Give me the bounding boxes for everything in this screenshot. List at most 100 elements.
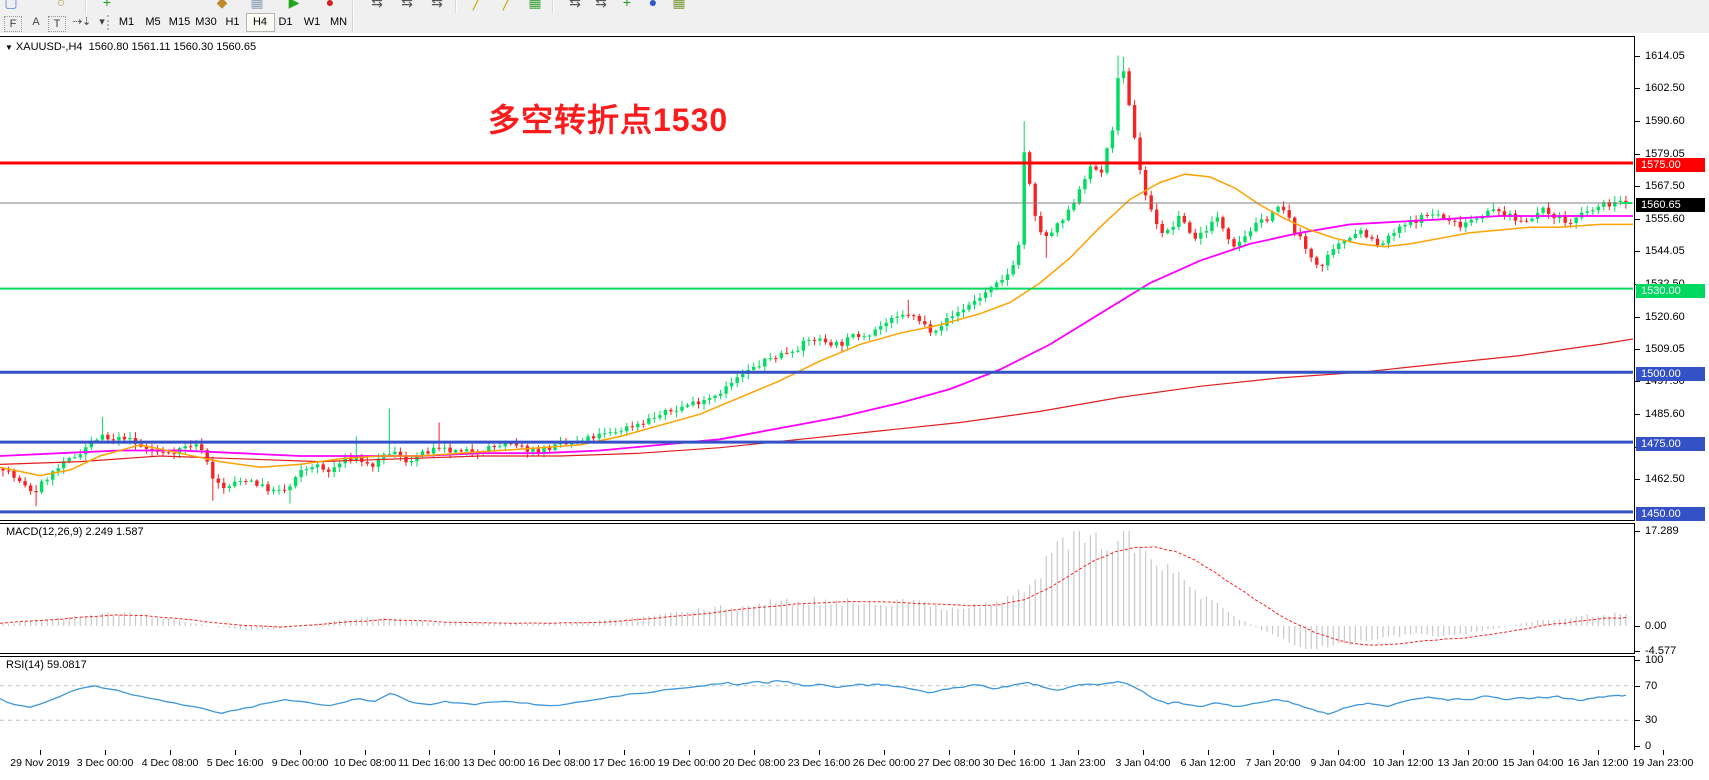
time-axis-label: 19 Dec 00:00 <box>657 757 721 769</box>
text-icon[interactable]: A <box>32 16 40 28</box>
timeframe-button-h4[interactable]: H4 <box>245 13 275 32</box>
axis-tick-mark <box>1635 88 1640 90</box>
time-tick-mark <box>494 750 495 755</box>
axis-tick-mark <box>1635 531 1640 532</box>
expert-advisor-icon[interactable]: ◆ <box>216 0 228 10</box>
axis-tick-label: 1509.05 <box>1645 343 1685 356</box>
text-label-icon[interactable]: T <box>48 16 66 32</box>
timeframe-button-w1[interactable]: W1 <box>303 16 321 28</box>
timeframe-button-h1[interactable]: H1 <box>225 16 240 28</box>
axis-tick-mark <box>1635 185 1640 187</box>
timeframe-button-m30[interactable]: M30 <box>195 16 217 28</box>
indicators-icon[interactable]: ▦ <box>528 0 542 10</box>
axis-tick-mark <box>1635 56 1640 57</box>
rsi-indicator-panel[interactable]: RSI(14) 59.0817 <box>0 656 1635 751</box>
new-order-icon[interactable]: + <box>102 0 112 10</box>
autoscroll-icon[interactable]: ⇆ <box>371 0 383 10</box>
axis-tick-mark <box>1635 626 1640 627</box>
time-axis-label: 13 Jan 20:00 <box>1437 757 1499 769</box>
time-axis-label: 4 Dec 08:00 <box>141 757 199 769</box>
chevron-down-icon[interactable]: ▼ <box>5 43 13 52</box>
toolbar-separator <box>352 0 354 13</box>
arrows-tool-icon[interactable]: ⇢⇣ <box>72 16 92 28</box>
time-axis-label: 17 Dec 16:00 <box>592 757 656 769</box>
timeframe-button-m5[interactable]: M5 <box>145 16 161 28</box>
candlestick-chart[interactable] <box>0 37 1633 518</box>
toolbar-drag-handle[interactable] <box>107 15 112 30</box>
price-level-badge: 1575.00 <box>1636 157 1705 172</box>
chart-box-icon[interactable]: ▦ <box>250 0 264 10</box>
time-tick-mark <box>105 750 106 755</box>
time-axis-label: 15 Jan 04:00 <box>1502 757 1564 769</box>
arrange-windows-icon[interactable]: ⇆ <box>431 0 443 10</box>
grid-icon[interactable]: ▦ <box>672 0 686 10</box>
time-axis-label: 26 Dec 00:00 <box>852 757 916 769</box>
fibonacci-icon[interactable]: F <box>4 16 22 32</box>
price-axis[interactable]: 1614.05 1602.50 1590.60 1579.05 1567.50 1555.… <box>1635 33 1709 780</box>
axis-tick-label: 0.00 <box>1645 620 1667 632</box>
time-axis-label: 6 Jan 12:00 <box>1180 757 1236 769</box>
time-tick-mark <box>1208 750 1209 755</box>
play-icon[interactable]: ▶ <box>288 0 300 10</box>
axis-tick-label: 100 <box>1645 654 1664 666</box>
symbol-label: ▼ XAUUSD-,H4 1560.80 1561.11 1560.30 1560… <box>5 41 256 53</box>
macd-label: MACD(12,26,9) 2.249 1.587 <box>6 526 144 538</box>
zoom-out-icon[interactable]: ⇆ <box>569 0 581 10</box>
axis-tick-label: 1602.50 <box>1645 82 1685 95</box>
draw-line-icon[interactable]: ╱ <box>502 0 512 10</box>
chart-annotation-text: 多空转折点1530 <box>488 102 729 138</box>
axis-tick-mark <box>1635 478 1640 480</box>
time-tick-mark <box>754 750 755 755</box>
time-tick-mark <box>1598 750 1599 755</box>
time-tick-mark <box>300 750 301 755</box>
time-tick-mark <box>1403 750 1404 755</box>
chart-shift-icon[interactable]: ⇆ <box>401 0 413 10</box>
axis-tick-mark <box>1635 349 1640 351</box>
time-axis-label: 7 Jan 20:00 <box>1245 757 1301 769</box>
time-tick-mark <box>1273 750 1274 755</box>
toolbar-separator <box>455 0 457 13</box>
time-tick-mark <box>235 750 236 755</box>
time-axis-label: 16 Dec 08:00 <box>527 757 591 769</box>
axis-tick-mark <box>1635 660 1640 661</box>
time-tick-mark <box>819 750 820 755</box>
time-axis[interactable]: 29 Nov 2019 3 Dec 00:00 4 Dec 08:00 5 Dec 1… <box>0 750 1709 780</box>
axis-tick-label: 1462.50 <box>1645 472 1685 485</box>
price-level-badge: 1530.00 <box>1636 283 1705 298</box>
axis-tick-mark <box>1635 720 1640 722</box>
add-indicator-icon[interactable]: + <box>622 0 632 10</box>
time-axis-label: 27 Dec 08:00 <box>917 757 981 769</box>
timeframe-button-m1[interactable]: M1 <box>118 16 135 28</box>
zoom-in-icon[interactable]: ⇆ <box>595 0 607 10</box>
axis-tick-label: 1485.60 <box>1645 408 1685 421</box>
time-tick-mark <box>1663 750 1664 755</box>
time-tick-mark <box>884 750 885 755</box>
rsi-chart[interactable] <box>0 657 1633 748</box>
axis-tick-mark <box>1635 685 1640 687</box>
help-icon[interactable]: ● <box>648 0 658 10</box>
time-axis-label: 1 Jan 23:00 <box>1050 757 1106 769</box>
price-chart-panel[interactable]: ▼ XAUUSD-,H4 1560.80 1561.11 1560.30 1560… <box>0 36 1635 521</box>
stop-icon[interactable]: ● <box>325 0 335 10</box>
rsi-label: RSI(14) 59.0817 <box>6 659 87 671</box>
time-tick-mark <box>1468 750 1469 755</box>
time-tick-mark <box>1143 750 1144 755</box>
macd-indicator-panel[interactable]: MACD(12,26,9) 2.249 1.587 <box>0 523 1635 654</box>
magnifier-icon[interactable]: ○ <box>56 0 66 10</box>
price-level-badge: 1560.65 <box>1636 198 1705 213</box>
axis-tick-label: 1567.50 <box>1645 179 1685 192</box>
timeframe-button-m15[interactable]: M15 <box>168 16 191 28</box>
time-tick-mark <box>559 750 560 755</box>
axis-tick-mark <box>1635 251 1640 253</box>
timeframe-button-mn[interactable]: MN <box>329 16 348 28</box>
timeframe-button-d1[interactable]: D1 <box>278 16 293 28</box>
crosshair-icon[interactable]: ╱ <box>472 0 482 10</box>
arrows-dropdown-icon[interactable]: ▾ <box>99 16 105 28</box>
chart-window: ▼ XAUUSD-,H4 1560.80 1561.11 1560.30 1560… <box>0 33 1709 780</box>
window-icon[interactable]: ▢ <box>4 0 18 10</box>
macd-chart[interactable] <box>0 524 1633 651</box>
price-level-badge: 1475.00 <box>1636 437 1705 452</box>
time-axis-label: 10 Dec 08:00 <box>333 757 397 769</box>
time-tick-mark <box>1338 750 1339 755</box>
axis-tick-label: 1590.60 <box>1645 115 1685 128</box>
